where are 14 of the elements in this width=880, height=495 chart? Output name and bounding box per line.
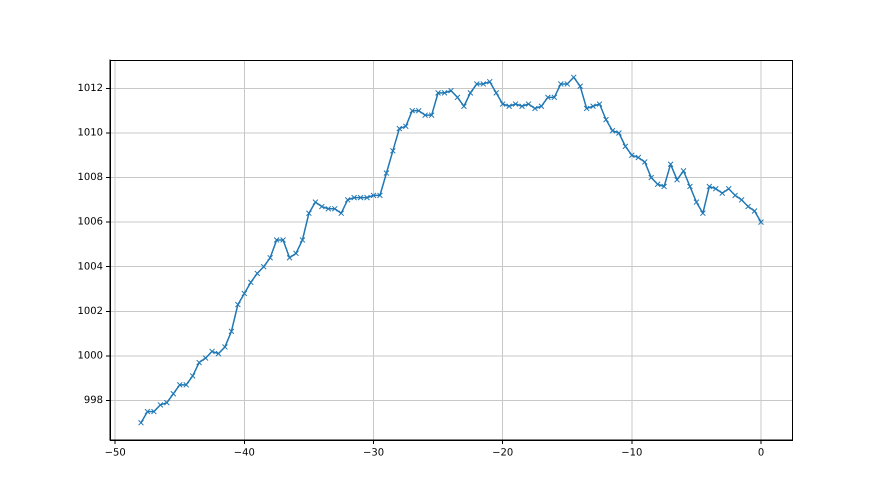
y-tick-label: 1006 [78, 216, 103, 228]
x-tick-label: −30 [362, 448, 384, 459]
y-tick-label: 1012 [78, 83, 103, 94]
y-tick-label: 1004 [78, 261, 103, 272]
x-tick-label: −50 [104, 448, 126, 459]
y-tick-label: 1002 [78, 306, 103, 317]
x-tick-label: −20 [492, 448, 514, 459]
x-tick-label: −40 [234, 448, 255, 459]
y-tick-label: 1010 [78, 128, 103, 139]
y-tick-label: 1008 [78, 172, 103, 184]
y-tick-label: 998 [84, 395, 103, 406]
x-tick-label: −10 [621, 448, 642, 459]
x-tick-label: 0 [758, 448, 764, 459]
y-tick-label: 1000 [78, 350, 103, 362]
